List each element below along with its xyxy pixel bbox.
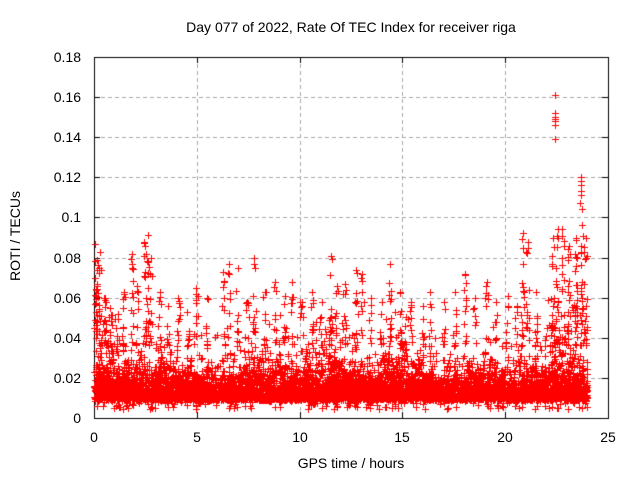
x-tick-label: 5 xyxy=(193,429,201,445)
y-tick-label: 0.04 xyxy=(53,330,81,346)
x-tick-label: 0 xyxy=(90,429,98,445)
y-tick-label: 0.12 xyxy=(53,169,81,185)
y-tick-label: 0.1 xyxy=(61,209,81,225)
y-tick-label: 0.08 xyxy=(53,250,81,266)
y-axis-label: ROTI / TECUs xyxy=(7,191,23,281)
x-tick-label: 15 xyxy=(394,429,410,445)
chart-title: Day 077 of 2022, Rate Of TEC Index for r… xyxy=(186,19,516,35)
y-tick-label: 0.18 xyxy=(53,49,81,65)
x-tick-label: 20 xyxy=(497,429,513,445)
y-tick-label: 0 xyxy=(73,410,81,426)
x-axis-label: GPS time / hours xyxy=(297,455,405,471)
y-tick-label: 0.02 xyxy=(53,370,81,386)
y-tick-label: 0.06 xyxy=(53,290,81,306)
y-tick-label: 0.16 xyxy=(53,89,81,105)
x-tick-label: 25 xyxy=(600,429,616,445)
x-tick-label: 10 xyxy=(292,429,308,445)
y-tick-label: 0.14 xyxy=(53,129,81,145)
